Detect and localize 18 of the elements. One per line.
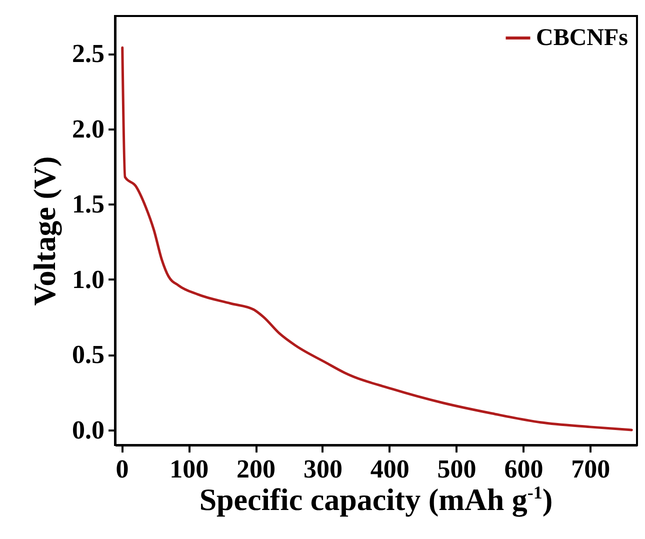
x-tick-label: 600: [504, 454, 544, 484]
y-axis-title: Voltage (V): [27, 156, 62, 306]
x-axis-title: Specific capacity (mAh g$^{-1}$): [198, 482, 554, 518]
y-tick-label: 0.5: [72, 340, 104, 370]
x-tick-label: 500: [437, 454, 476, 484]
x-tick-label: 400: [370, 454, 410, 484]
y-tick-label: 2.0: [72, 114, 104, 144]
y-tick-label: 1.5: [72, 190, 104, 219]
x-tick-label: 200: [236, 454, 276, 484]
y-tick-label: 0.0: [72, 415, 104, 444]
x-tick-label: 100: [170, 454, 209, 484]
line-series: [121, 46, 633, 432]
x-tick-label: 300: [303, 454, 342, 484]
x-tick-label: 700: [571, 454, 610, 484]
y-tick-label: 1.0: [72, 264, 104, 294]
x-tick-label: 0: [116, 454, 129, 484]
y-tick-label: 2.5: [72, 39, 104, 68]
legend-label: CBCNFs: [536, 25, 628, 51]
